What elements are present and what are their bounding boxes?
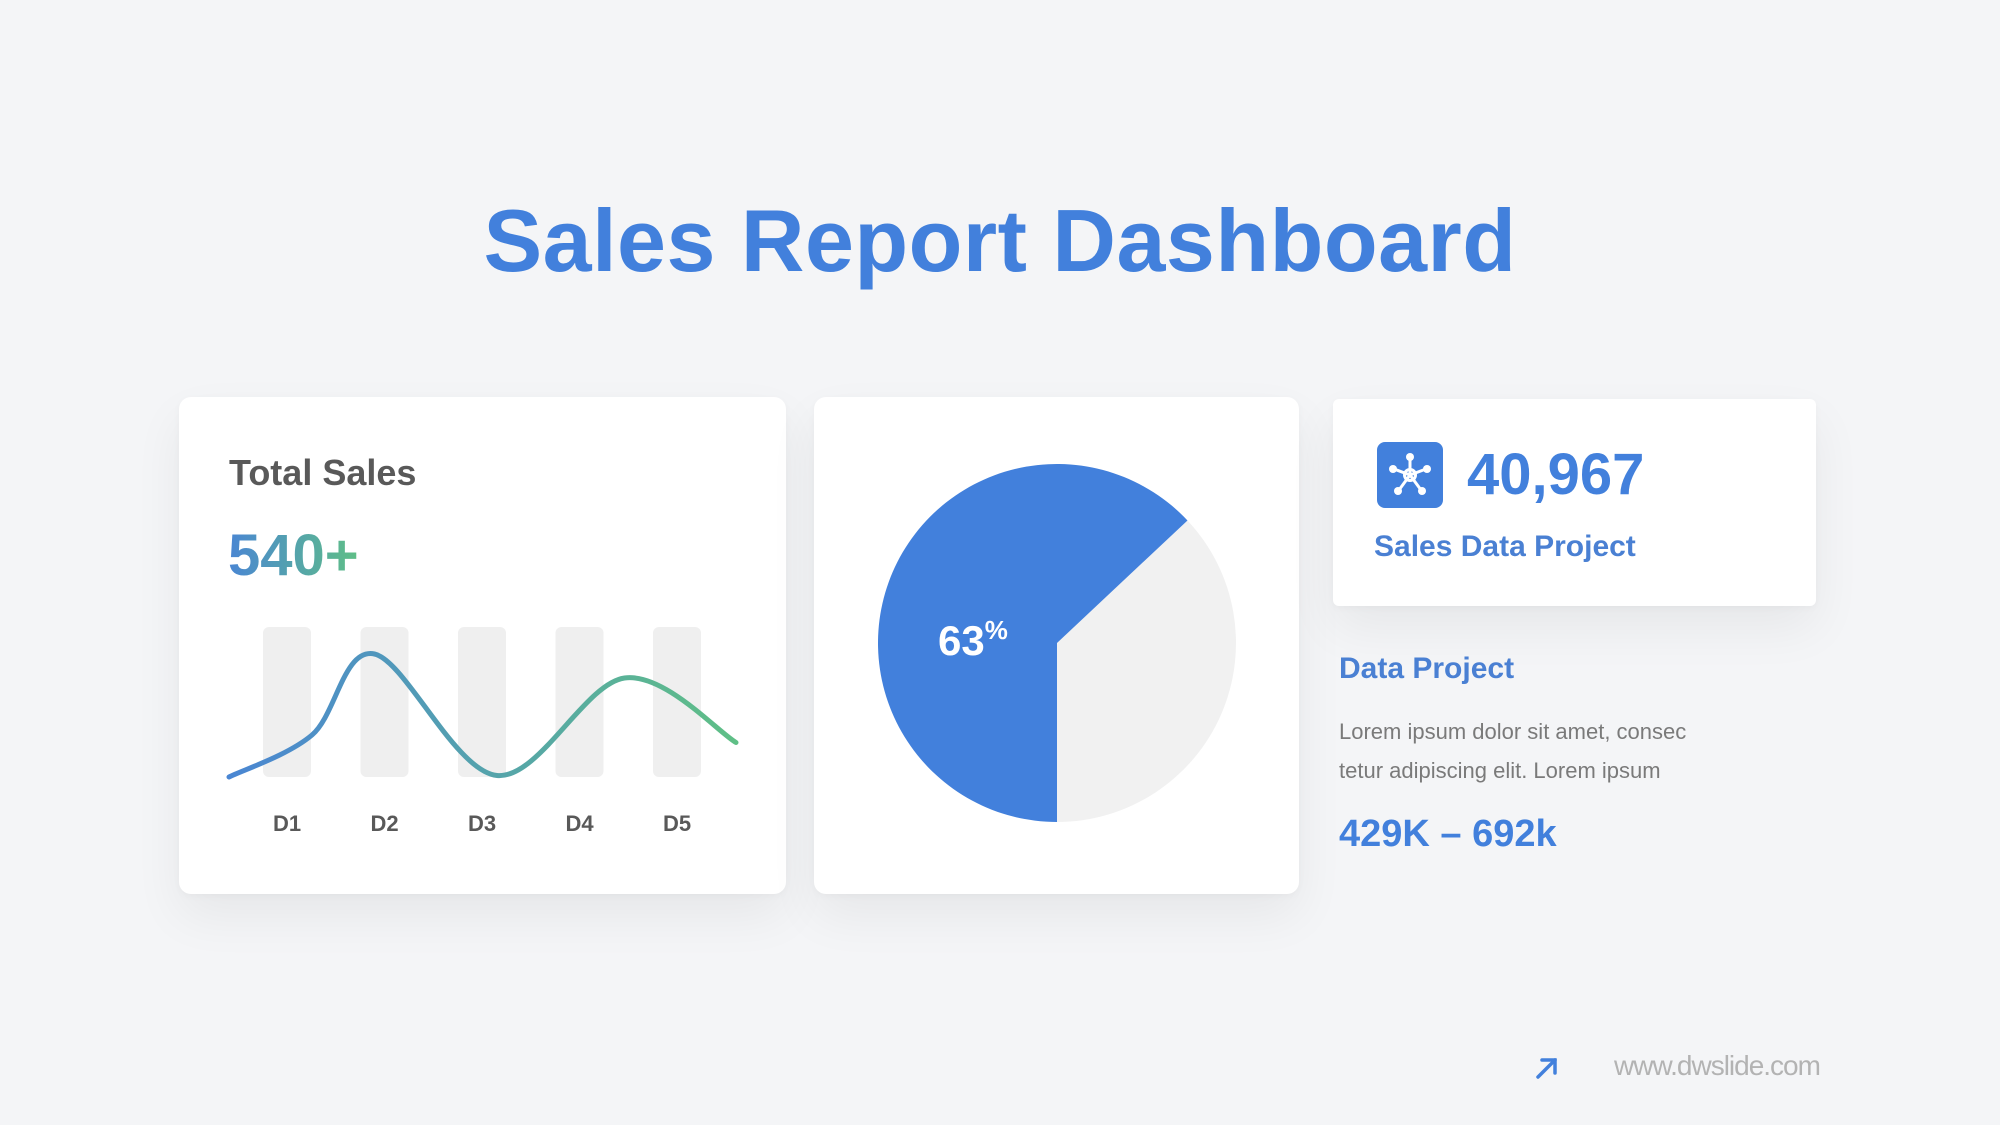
bar-d5 (653, 627, 701, 777)
pie-chart: 63% (878, 464, 1236, 822)
pie-slice-main (878, 464, 1188, 822)
pie-percent-label: 63% (938, 615, 1008, 664)
sales-trend-line (226, 651, 739, 780)
bar-d4 (555, 627, 604, 777)
footer-url[interactable]: www.dwslide.com (1614, 1050, 1821, 1081)
tick-label-d1: D1 (273, 811, 301, 836)
data-project-description: Lorem ipsum dolor sit amet, consec tetur… (1339, 712, 1759, 790)
kpi-card: 40,967 Sales Data Project (1333, 399, 1816, 606)
tick-label-d2: D2 (370, 811, 398, 836)
pie-card: 63% (814, 397, 1299, 894)
network-icon (1377, 442, 1443, 508)
total-sales-chart: D1 D2 D3 D4 D5 (226, 627, 739, 836)
bar-d3 (458, 627, 506, 777)
total-sales-value: 540+ (228, 523, 359, 588)
page-title: Sales Report Dashboard (483, 191, 1517, 290)
kpi-label: Sales Data Project (1374, 530, 1636, 563)
bar-tracks: D1 D2 D3 D4 D5 (263, 627, 701, 836)
bar-d1 (263, 627, 311, 777)
tick-label-d4: D4 (565, 811, 594, 836)
tick-label-d5: D5 (663, 811, 691, 836)
arrow-up-right-icon[interactable] (1533, 1054, 1561, 1082)
total-sales-card: Total Sales 540+ D1 D2 D3 D4 D5 (179, 397, 786, 894)
pie-slice-rest (1057, 520, 1236, 822)
tick-label-d3: D3 (468, 811, 496, 836)
total-sales-heading: Total Sales (229, 452, 417, 493)
data-project-title: Data Project (1339, 652, 1515, 685)
bar-d2 (360, 627, 409, 777)
description-line: Lorem ipsum dolor sit amet, consec (1339, 719, 1687, 744)
data-project-range: 429K – 692k (1339, 813, 1557, 855)
kpi-value: 40,967 (1467, 442, 1645, 507)
description-line: tetur adipiscing elit. Lorem ipsum (1339, 758, 1661, 783)
